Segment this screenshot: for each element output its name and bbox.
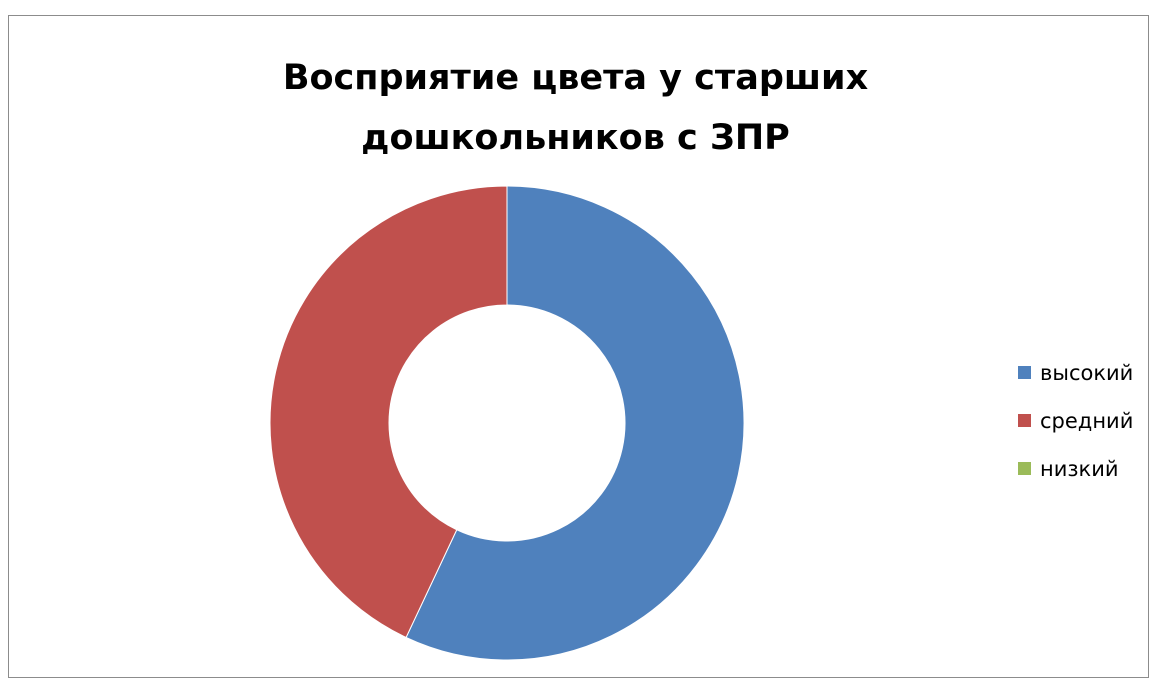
chart-legend: высокий средний низкий [1018,360,1133,504]
legend-item-medium: средний [1018,408,1133,433]
legend-label-medium: средний [1040,408,1134,433]
donut-slice-high [405,185,745,661]
legend-swatch-high [1018,366,1031,379]
legend-swatch-low [1018,462,1031,475]
legend-item-low: низкий [1018,456,1133,481]
legend-swatch-medium [1018,414,1031,427]
legend-label-high: высокий [1040,360,1134,385]
legend-label-low: низкий [1040,456,1119,481]
donut-slice-medium [269,185,508,639]
legend-item-high: высокий [1018,360,1133,385]
